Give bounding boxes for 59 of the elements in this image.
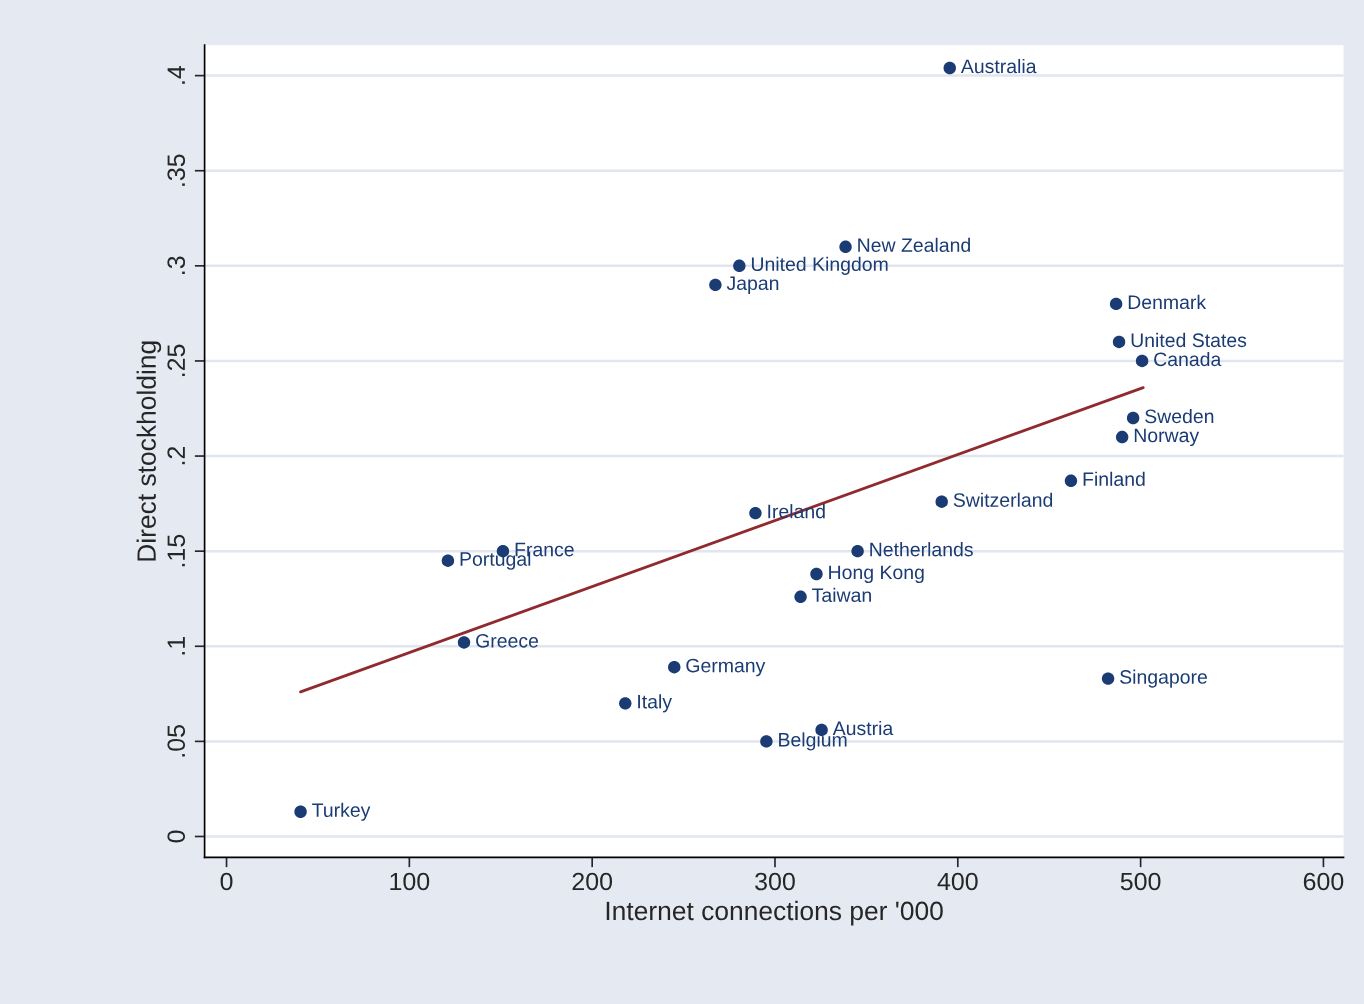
annotation: Switzerland xyxy=(953,492,1053,507)
point xyxy=(943,61,956,75)
x-axis-title: Internet connections per '000 xyxy=(606,900,943,926)
annotation: New Zealand xyxy=(858,237,970,253)
y-tick-label: .2 xyxy=(167,446,185,465)
annotation: Greece xyxy=(476,633,539,648)
y-tick-label: .35 xyxy=(167,154,186,186)
annotation: Finland xyxy=(1083,471,1145,486)
point xyxy=(441,554,455,567)
point xyxy=(1109,297,1123,311)
annotation: Netherlands xyxy=(870,542,973,557)
point xyxy=(1135,354,1149,368)
annotation: Hong Kong xyxy=(829,565,924,584)
point xyxy=(294,805,307,818)
annotation: Singapore xyxy=(1120,669,1207,688)
y-tick-label: .25 xyxy=(167,344,186,377)
annotation: United Kingdom xyxy=(751,256,888,275)
annotation: Norway xyxy=(1134,428,1200,447)
point xyxy=(709,278,722,292)
point xyxy=(851,544,864,558)
annotation: Taiwan xyxy=(812,587,871,603)
point xyxy=(619,697,632,710)
point xyxy=(1064,474,1078,487)
point xyxy=(1101,672,1115,685)
point xyxy=(1126,411,1140,425)
annotation: Italy xyxy=(638,694,672,713)
y-tick-label: .4 xyxy=(167,65,185,84)
point xyxy=(810,567,823,581)
point xyxy=(839,240,852,254)
x-tick-label: 200 xyxy=(572,872,613,891)
y-tick-label: .15 xyxy=(167,534,186,567)
point xyxy=(733,259,746,273)
point xyxy=(1112,335,1126,349)
annotation: United States xyxy=(1131,332,1247,348)
x-tick-label: 100 xyxy=(390,872,430,891)
point xyxy=(749,506,762,520)
annotation: Japan xyxy=(726,276,779,294)
x-tick-label: 500 xyxy=(1120,872,1161,891)
point xyxy=(760,735,773,748)
annotation: Australia xyxy=(960,58,1037,74)
x-tick-label: 400 xyxy=(937,872,978,891)
point xyxy=(457,636,471,649)
y-tick-label: 0 xyxy=(167,830,186,843)
y-axis-title: Direct stockholding xyxy=(136,341,162,561)
x-tick-label: 0 xyxy=(220,872,233,891)
point xyxy=(668,660,681,674)
y-tick-label: .05 xyxy=(167,725,186,757)
annotation: Turkey xyxy=(312,802,371,821)
annotation: Canada xyxy=(1154,351,1222,367)
point xyxy=(794,590,807,604)
annotation: Sweden xyxy=(1145,408,1214,424)
y-tick-label: .3 xyxy=(167,256,186,274)
point xyxy=(1115,430,1129,444)
x-tick-label: 300 xyxy=(755,872,795,891)
point xyxy=(935,495,948,508)
annotation: Denmark xyxy=(1128,294,1207,310)
annotation: Germany xyxy=(686,658,766,677)
y-tick-label: .1 xyxy=(167,637,185,655)
x-tick-label: 600 xyxy=(1303,872,1344,891)
